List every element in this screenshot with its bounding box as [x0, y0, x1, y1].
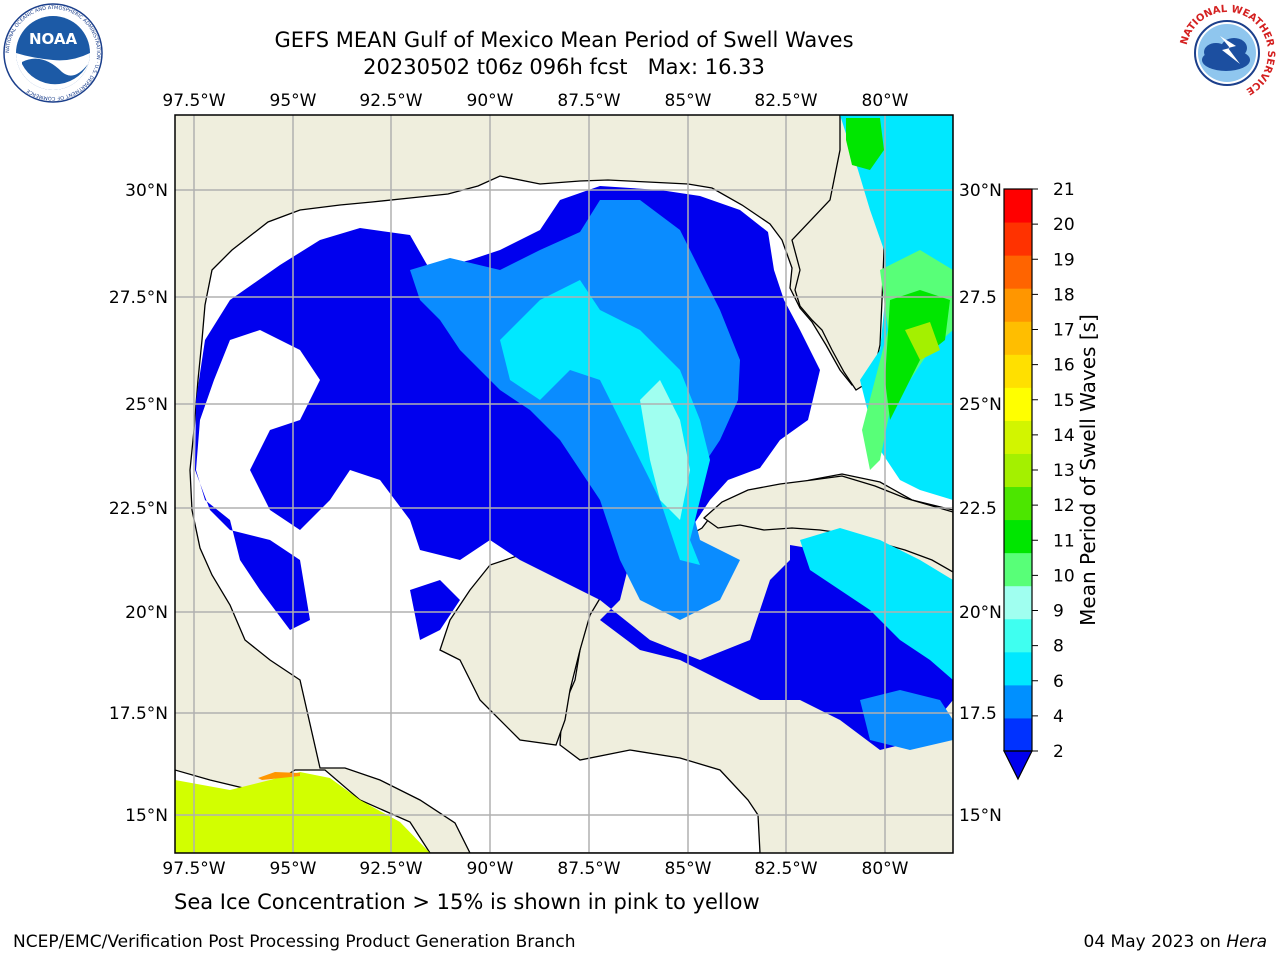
colorbar-swatch-12: [1004, 486, 1032, 521]
lat-label-left: 25°N: [125, 395, 168, 415]
colorbar-tick-label: 8: [1053, 637, 1064, 657]
colorbar-swatch-14: [1004, 420, 1032, 454]
colorbar-swatch-2: [1004, 717, 1032, 752]
colorbar-tick-label: 11: [1053, 531, 1075, 551]
colorbar-swatch-11: [1004, 519, 1032, 554]
lat-label-left: 30°N: [125, 181, 168, 201]
colorbar-swatch-20: [1004, 222, 1032, 256]
graticule: [175, 115, 953, 853]
sea-ice-yellow: [175, 772, 430, 853]
lon-label-top: 90°W: [467, 91, 514, 111]
colorbar-tick-label: 14: [1053, 426, 1075, 446]
swell-period-field: [175, 115, 953, 853]
colorbar-tick-label: 10: [1053, 566, 1075, 586]
lat-label-left: 22.5°N: [109, 499, 168, 519]
swell-band-9s: [640, 380, 690, 520]
colorbar-tick-label: 9: [1053, 602, 1064, 622]
colorbar-tick-label: 16: [1053, 356, 1075, 376]
swell-band-6s-caribbean: [800, 528, 953, 680]
lon-label-top: 87.5°W: [557, 91, 620, 111]
swell-band-12s: [905, 322, 940, 360]
colorbar-swatch-21: [1004, 189, 1032, 223]
lat-label-right: 30°N: [959, 181, 1002, 201]
lon-label-top: 85°W: [665, 91, 712, 111]
colorbar-swatch-17: [1004, 321, 1032, 355]
lon-label-bottom: 80°W: [862, 859, 909, 879]
lat-label-right: 27.5: [959, 288, 997, 308]
lat-label-right: 25°N: [959, 395, 1002, 415]
date-text: 04 May 2023 on: [1083, 932, 1221, 952]
map-title: GEFS MEAN Gulf of Mexico Mean Period of …: [274, 28, 854, 52]
colorbar-swatch-18: [1004, 288, 1032, 322]
map-subtitle: 20230502 t06z 096h fcst Max: 16.33: [174, 54, 954, 80]
colorbar-swatch-15: [1004, 387, 1032, 421]
colorbar-swatch-6: [1004, 651, 1032, 686]
colorbar-tick-label: 2: [1053, 742, 1064, 762]
colorbar-tick-label: 18: [1053, 285, 1075, 305]
noaa-logo: NOAA NATIONAL OCEANIC AND ATMOSPHERIC AD…: [3, 3, 103, 103]
nws-logo: NATIONAL WEATHER SERVICE: [1179, 4, 1276, 101]
colorbar-tick-label: 12: [1053, 496, 1075, 516]
colorbar-swatch-10: [1004, 552, 1032, 587]
map-frame: [174, 114, 954, 854]
lat-label-right: 20°N: [959, 603, 1002, 623]
lon-label-top: 95°W: [270, 91, 317, 111]
florida-land: [791, 115, 885, 391]
swell-band-6s: [500, 280, 710, 565]
lon-label-top: 92.5°W: [359, 91, 422, 111]
colorbar-tick-label: 19: [1053, 250, 1075, 270]
credit-text: NCEP/EMC/Verification Post Processing Pr…: [13, 932, 576, 952]
axis-labels: 97.5°W 97.5°W 95°W 95°W 92.5°W 92.5°W 90°W 90°W…: [109, 91, 1002, 879]
map-subtitle-text: 20230502 t06z 096h fcst Max: 16.33: [363, 55, 765, 79]
lon-label-top: 80°W: [862, 91, 909, 111]
swell-band-11s-north: [846, 118, 884, 170]
sea-ice-orange: [258, 772, 300, 780]
colorbar-tick-label: 15: [1053, 391, 1075, 411]
colorbar-swatch-9: [1004, 585, 1032, 620]
lon-label-bottom: 95°W: [270, 859, 317, 879]
lon-label-bottom: 82.5°W: [754, 859, 817, 879]
colorbar-swatch-19: [1004, 255, 1032, 289]
lon-label-top: 82.5°W: [754, 91, 817, 111]
colorbar-swatch-13: [1004, 453, 1032, 488]
swell-band-2s-south: [410, 580, 460, 640]
lon-label-bottom: 87.5°W: [557, 859, 620, 879]
colorbar-swatch-4: [1004, 684, 1032, 719]
swell-band-4s-east: [860, 690, 953, 750]
sea-ice-caption: Sea Ice Concentration > 15% is shown in …: [174, 890, 760, 914]
lon-label-bottom: 85°W: [665, 859, 712, 879]
lon-label-top: 97.5°W: [162, 91, 225, 111]
colorbar-swatch-16: [1004, 354, 1032, 388]
swell-band-4s: [410, 200, 740, 620]
host-name: Hera: [1226, 932, 1267, 952]
date-stamp: 04 May 2023 on Hera: [1084, 932, 1268, 952]
colorbar-tick-label: 4: [1053, 707, 1064, 727]
lon-label-bottom: 92.5°W: [359, 859, 422, 879]
noaa-logo-text: NOAA: [29, 30, 78, 48]
colorbar-tick-label: 13: [1053, 461, 1075, 481]
colorbar-label: Mean Period of Swell Waves [s]: [1076, 314, 1100, 626]
lat-label-left: 15°N: [125, 806, 168, 826]
lat-label-right: 15°N: [959, 806, 1002, 826]
lat-label-right: 22.5: [959, 499, 997, 519]
colorbar-tick-label: 20: [1053, 215, 1075, 235]
swell-band-2s-central: [380, 410, 580, 530]
lat-label-left: 17.5°N: [109, 704, 168, 724]
map-plot-area: [175, 115, 953, 853]
lon-label-bottom: 90°W: [467, 859, 514, 879]
colorbar-swatch-8: [1004, 618, 1032, 653]
lon-label-bottom: 97.5°W: [162, 859, 225, 879]
colorbar-tick-label: 17: [1053, 321, 1075, 341]
colorbar-tick-label: 6: [1053, 672, 1064, 692]
lat-label-left: 20°N: [125, 603, 168, 623]
lat-label-right: 17.5: [959, 704, 997, 724]
colorbar: 2 4 6 8 9 10 11 12 13 14 15 16 17 18 19 20 21: [1003, 180, 1075, 781]
colorbar-tick-label: 21: [1053, 180, 1075, 200]
colorbar-extend-arrow: [1003, 750, 1033, 781]
lat-label-left: 27.5°N: [109, 288, 168, 308]
